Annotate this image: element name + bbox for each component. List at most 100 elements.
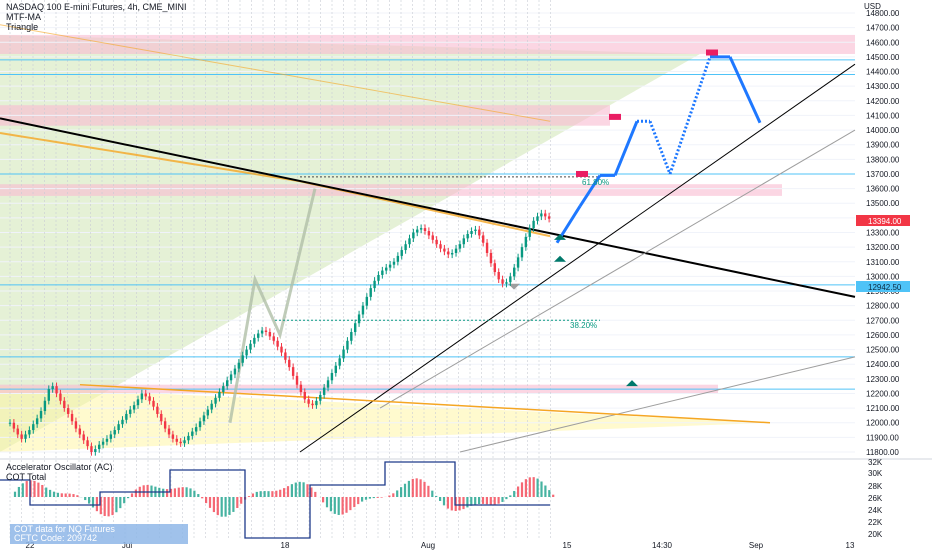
symbol-title[interactable]: NASDAQ 100 E-mini Futures, 4h, CME_MINI [6,2,187,12]
candle-body-136 [536,216,539,221]
chart-legend[interactable]: NASDAQ 100 E-mini Futures, 4h, CME_MINI … [6,2,187,32]
candle-body-113 [447,251,450,255]
ac-bar-21 [91,497,95,508]
candle-body-94 [373,280,376,289]
lower-channel-line [459,356,856,453]
candle-body-108 [427,231,431,236]
ac-bar-71 [286,486,290,497]
candle-body-119 [470,231,473,234]
ac-bar-78 [314,491,317,497]
candle-body-22 [94,449,97,452]
candle-body-60 [241,355,244,363]
ac-bar-75 [302,482,305,497]
time-tick-3: Aug [421,541,435,550]
projection-leg-3 [613,120,639,176]
candle-body-18 [78,428,82,435]
candle-body-13 [59,393,62,401]
price-tick-5: 14300.00 [866,82,900,91]
ac-bar-122 [485,497,488,505]
ac-bar-120 [478,497,481,505]
ac-bar-58 [236,497,239,509]
ac-bar-39 [162,488,165,497]
ac-bar-65 [263,491,266,497]
candle-body-62 [249,343,252,350]
candle-body-64 [257,333,260,338]
candle-body-70 [280,346,283,353]
cot-title[interactable]: COT Total [6,472,47,482]
ac-bar-14 [64,493,67,497]
candle-body-59 [237,362,241,369]
ac-bar-135 [536,478,539,497]
candle-body-79 [315,400,318,406]
ac-bar-17 [76,495,79,497]
ac-bar-105 [419,479,422,497]
candle-body-104 [412,232,415,239]
fib-upper-label: 61.80% [582,178,609,187]
candle-body-107 [423,228,427,232]
oscillator-title[interactable]: Accelerator Oscillator (AC) [6,462,113,472]
indicator-mtf-ma[interactable]: MTF-MA [6,12,41,22]
candle-body-25 [105,438,109,442]
price-tick-3: 14500.00 [866,53,900,62]
ac-bar-125 [497,497,500,504]
price-tick-8: 14000.00 [866,126,900,135]
ac-bar-51 [208,497,212,508]
candle-body-71 [284,352,287,360]
level-price-badge [856,281,910,292]
price-tick-20: 12800.00 [866,302,900,311]
sub-tick-2: 28K [868,482,883,491]
candle-body-92 [365,296,369,306]
time-tick-2: 18 [281,541,290,550]
candle-body-133 [524,236,528,248]
price-tick-30: 11800.00 [866,448,899,457]
candle-body-51 [206,409,210,416]
price-tick-15: 13300.00 [866,229,900,238]
price-tick-17: 13100.00 [866,258,900,267]
candle-body-116 [458,244,462,249]
ac-bar-56 [228,497,231,515]
candle-body-134 [528,228,531,237]
price-badges: 13394.00 12942.50 [856,215,910,292]
candle-body-27 [113,430,116,435]
support-marker-0 [554,233,566,240]
candle-body-85 [338,358,341,366]
ac-bar-83 [333,497,336,514]
indicator-triangle[interactable]: Triangle [6,22,39,32]
ac-bar-67 [271,491,274,497]
candle-body-115 [454,248,458,253]
candle-body-110 [435,239,438,245]
ac-bar-118 [470,497,473,506]
candle-body-123 [485,242,489,253]
triangle-zone [0,386,770,452]
candle-body-20 [86,440,89,447]
ac-bar-114 [454,497,457,511]
ac-bar-4 [25,481,28,497]
price-tick-12: 13600.00 [866,185,900,194]
ac-bar-49 [201,497,204,499]
candle-body-12 [55,386,58,394]
price-tick-28: 12000.00 [866,419,900,428]
ac-bar-91 [364,497,368,500]
candle-body-2 [16,428,19,435]
price-tick-24: 12400.00 [866,360,900,369]
ac-bar-104 [415,478,418,497]
projection-leg-1 [578,174,602,207]
candle-body-67 [268,332,272,337]
candle-body-68 [272,336,275,341]
ac-bar-77 [310,487,313,497]
ac-bar-29 [123,497,126,504]
ac-bar-115 [458,497,461,511]
ac-bar-100 [400,487,403,497]
price-tick-22: 12600.00 [866,331,900,340]
candle-body-118 [466,233,469,239]
oscillator-legend[interactable]: Accelerator Oscillator (AC) COT Total [6,462,113,482]
candle-body-34 [140,393,144,400]
ac-bar-95 [380,497,383,498]
candle-body-65 [260,330,264,334]
ac-bar-31 [130,493,134,497]
ac-bar-13 [60,493,63,497]
candle-body-0 [8,422,12,424]
time-axis[interactable]: 22 Jul 18 Aug 15 14:30 Sep 13 [26,541,855,550]
ac-bar-53 [216,497,219,516]
